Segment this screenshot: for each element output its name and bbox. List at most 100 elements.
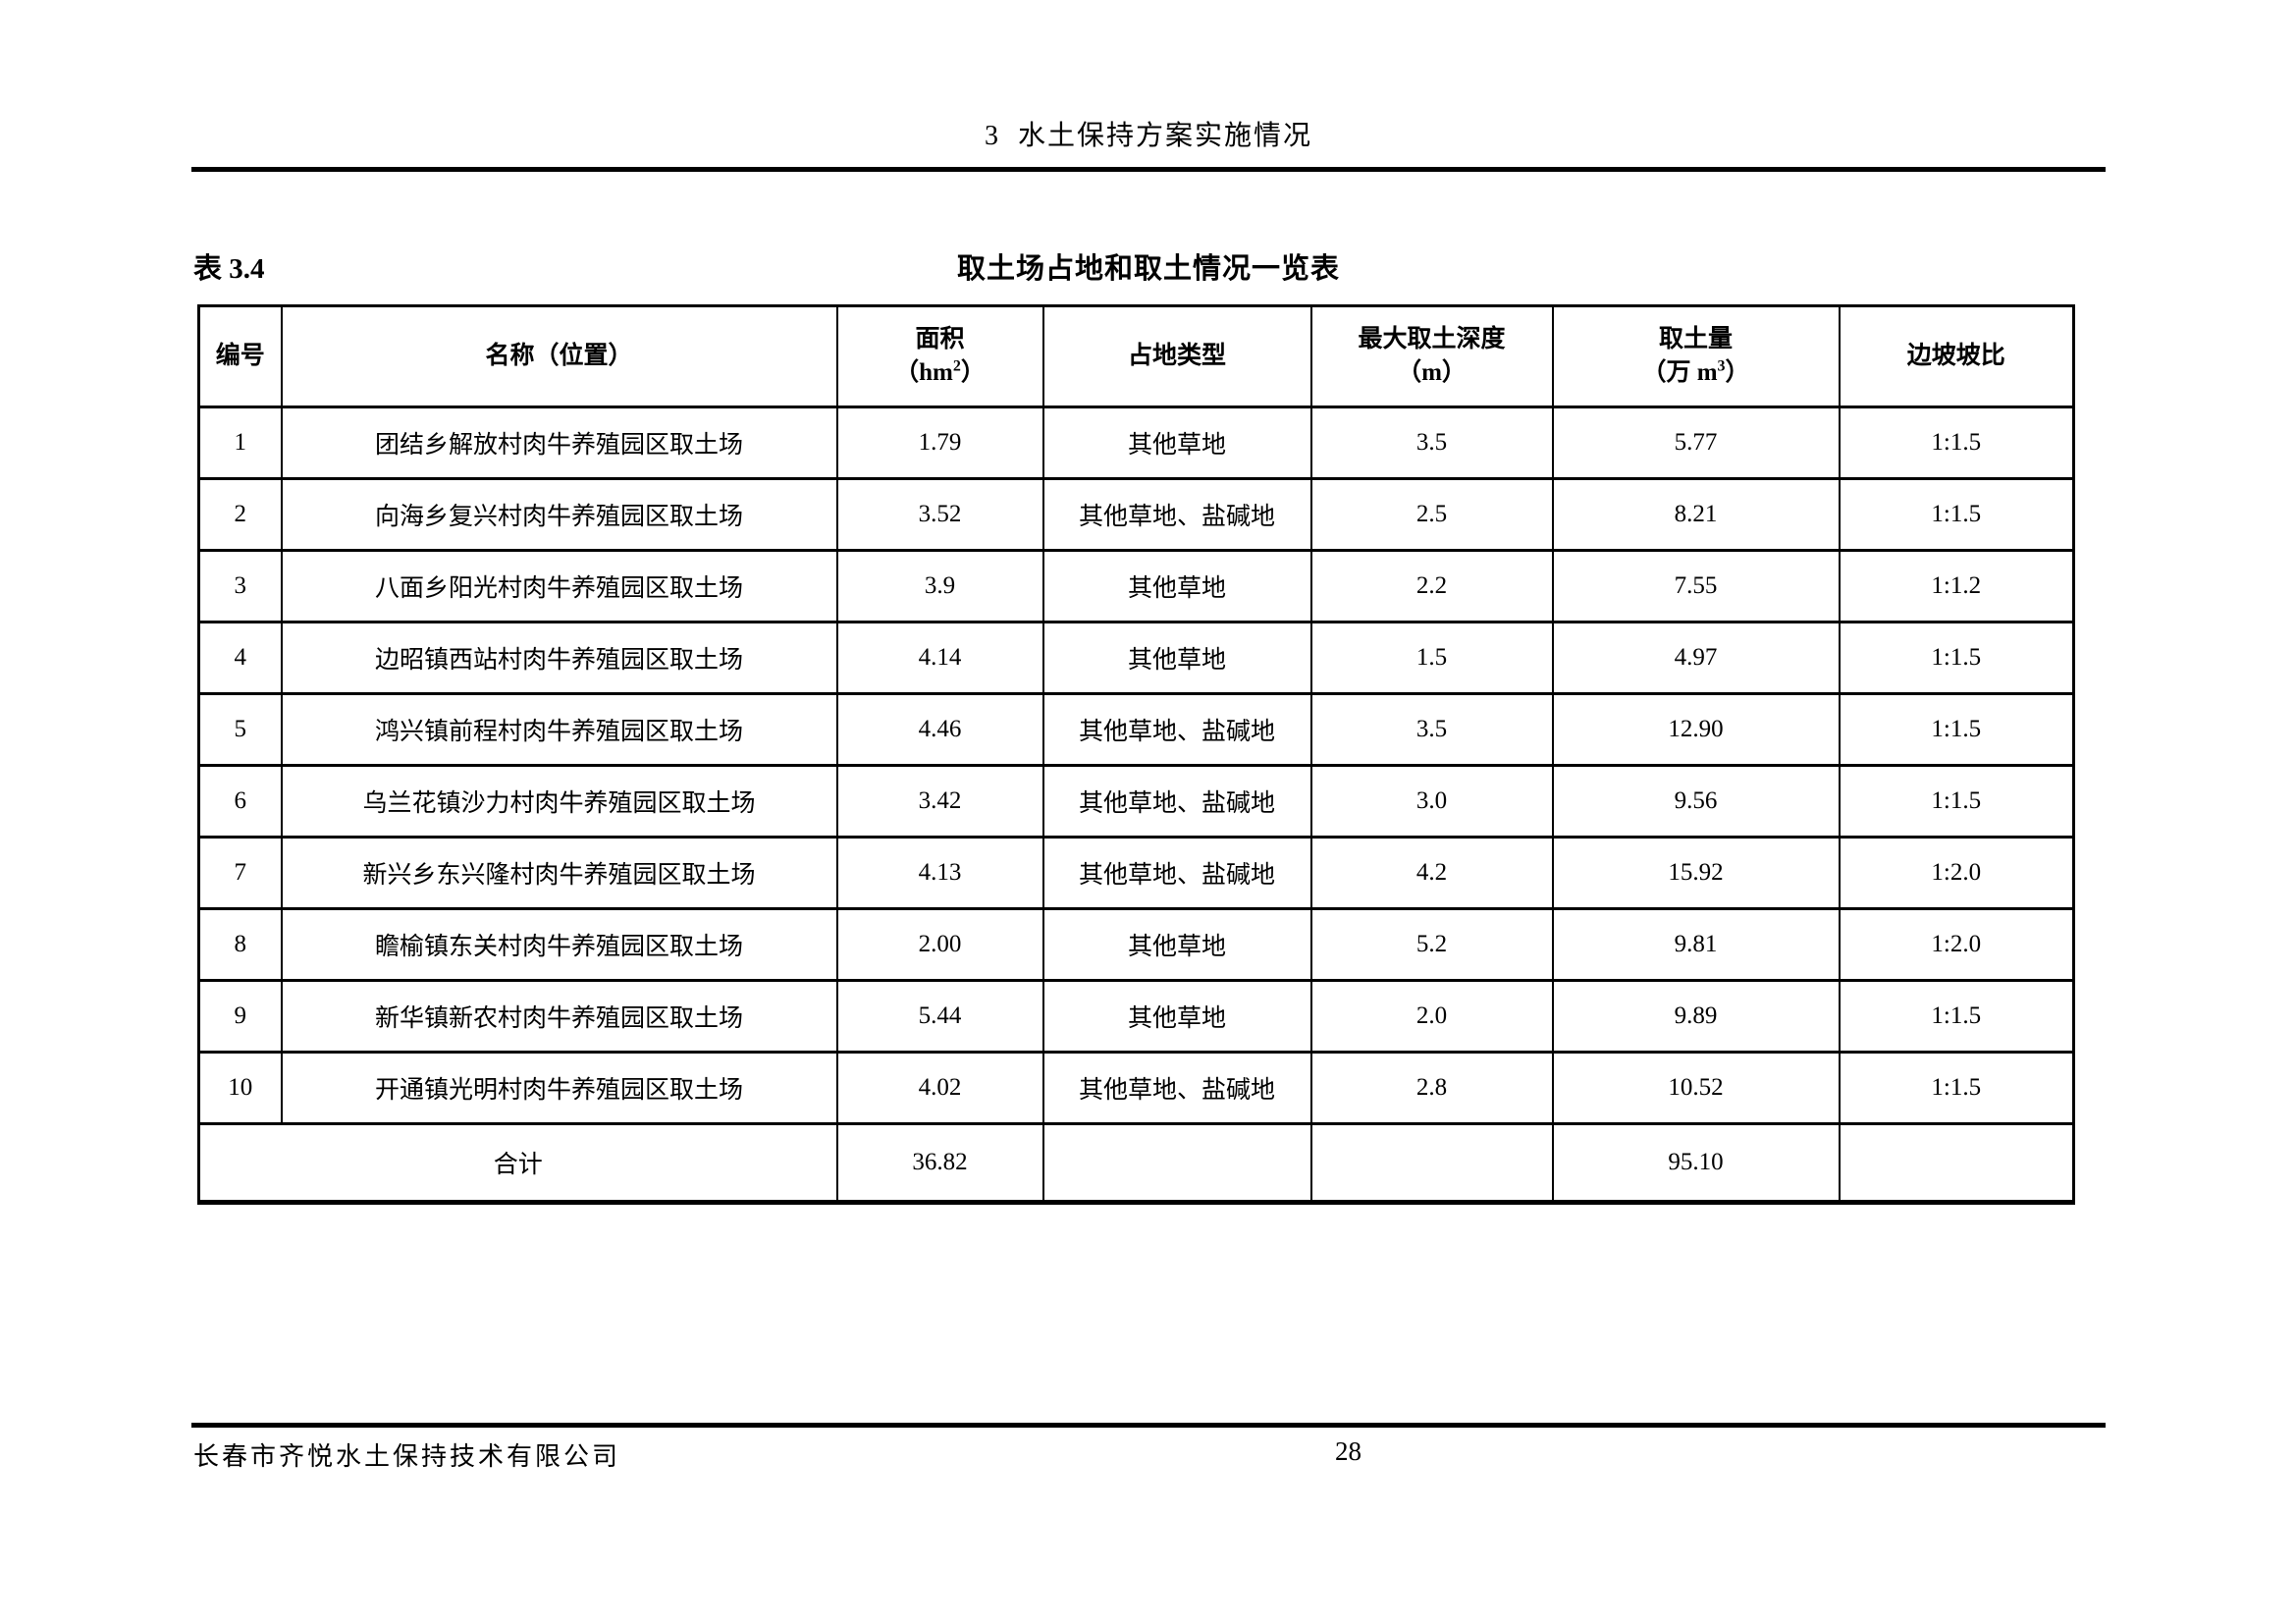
table-cell-depth: 5.2: [1309, 907, 1554, 982]
total-label-cell: 合计: [197, 1122, 838, 1204]
table-cell-depth: 3.5: [1309, 406, 1554, 480]
table-cell-id: 3: [197, 549, 283, 623]
table-cell-area: 3.52: [835, 477, 1044, 552]
table-cell-id: 10: [197, 1051, 283, 1125]
column-header-area: 面积 （hm2）: [835, 304, 1044, 408]
table-cell-area: 1.79: [835, 406, 1044, 480]
footer-company-name: 长春市齐悦水土保持技术有限公司: [193, 1442, 621, 1471]
table-cell-type: 其他草地: [1041, 907, 1312, 982]
table-cell-type: 其他草地: [1041, 549, 1312, 623]
table-cell-type: 其他草地: [1041, 621, 1312, 695]
table-row: 3 八面乡阳光村肉牛养殖园区取土场 3.9 其他草地 2.2 7.55 1:1.2: [197, 549, 2075, 623]
table-cell-slope: 1:1.5: [1838, 764, 2075, 839]
table-row: 2 向海乡复兴村肉牛养殖园区取土场 3.52 其他草地、盐碱地 2.5 8.21 1:1.5: [197, 477, 2075, 552]
table-cell-slope: 1:1.5: [1838, 692, 2075, 767]
total-cell-slope: [1838, 1122, 2075, 1204]
table-title: 取土场占地和取土情况一览表: [956, 253, 1340, 285]
table-cell-depth: 1.5: [1309, 621, 1554, 695]
table-row: 5 鸿兴镇前程村肉牛养殖园区取土场 4.46 其他草地、盐碱地 3.5 12.90 1:1.…: [197, 692, 2075, 767]
table-caption: 表 3.4 取土场占地和取土情况一览表: [191, 245, 2106, 285]
table-cell-slope: 1:1.5: [1838, 406, 2075, 480]
table-cell-depth: 3.5: [1309, 692, 1554, 767]
table-body: 1 团结乡解放村肉牛养殖园区取土场 1.79 其他草地 3.5 5.77 1:1.5 2 向海乡…: [197, 406, 2075, 1204]
table-cell-id: 2: [197, 477, 283, 552]
table-row: 6 乌兰花镇沙力村肉牛养殖园区取土场 3.42 其他草地、盐碱地 3.0 9.56 1:1.…: [197, 764, 2075, 839]
table-cell-name: 瞻榆镇东关村肉牛养殖园区取土场: [280, 907, 838, 982]
table-cell-slope: 1:1.5: [1838, 1051, 2075, 1125]
table-cell-id: 6: [197, 764, 283, 839]
table-cell-volume: 12.90: [1551, 692, 1841, 767]
table-cell-type: 其他草地、盐碱地: [1041, 836, 1312, 910]
table-cell-area: 2.00: [835, 907, 1044, 982]
table-cell-slope: 1:2.0: [1838, 836, 2075, 910]
table-cell-volume: 4.97: [1551, 621, 1841, 695]
table-row: 9 新华镇新农村肉牛养殖园区取土场 5.44 其他草地 2.0 9.89 1:1.5: [197, 979, 2075, 1054]
table-row: 7 新兴乡东兴隆村肉牛养殖园区取土场 4.13 其他草地、盐碱地 4.2 15.92 1:2…: [197, 836, 2075, 910]
table-cell-area: 3.9: [835, 549, 1044, 623]
table-cell-depth: 4.2: [1309, 836, 1554, 910]
table-cell-depth: 3.0: [1309, 764, 1554, 839]
table-cell-type: 其他草地: [1041, 979, 1312, 1054]
table-cell-depth: 2.5: [1309, 477, 1554, 552]
table-total-row: 合计 36.82 95.10: [197, 1122, 2075, 1204]
column-header-depth: 最大取土深度 （m）: [1309, 304, 1554, 408]
total-cell-area: 36.82: [835, 1122, 1044, 1204]
table-cell-volume: 8.21: [1551, 477, 1841, 552]
table-cell-volume: 5.77: [1551, 406, 1841, 480]
table-cell-slope: 1:1.2: [1838, 549, 2075, 623]
footer-rule: [191, 1423, 2106, 1428]
table-header-row: 编号 名称（位置） 面积 （hm2） 占地类型 最大取土深度 （m） 取土量 （万 m3） 边坡坡…: [197, 304, 2075, 408]
table-cell-name: 新华镇新农村肉牛养殖园区取土场: [280, 979, 838, 1054]
chapter-heading: 3 水土保持方案实施情况: [984, 121, 1312, 151]
column-header-name: 名称（位置）: [280, 304, 838, 408]
table-cell-volume: 9.89: [1551, 979, 1841, 1054]
table-row: 4 边昭镇西站村肉牛养殖园区取土场 4.14 其他草地 1.5 4.97 1:1.5: [197, 621, 2075, 695]
total-cell-type: [1041, 1122, 1312, 1204]
table-cell-name: 鸿兴镇前程村肉牛养殖园区取土场: [280, 692, 838, 767]
table-cell-area: 5.44: [835, 979, 1044, 1054]
table-cell-volume: 9.56: [1551, 764, 1841, 839]
table-cell-name: 新兴乡东兴隆村肉牛养殖园区取土场: [280, 836, 838, 910]
table-cell-name: 边昭镇西站村肉牛养殖园区取土场: [280, 621, 838, 695]
table-cell-area: 4.46: [835, 692, 1044, 767]
column-header-slope: 边坡坡比: [1838, 304, 2075, 408]
table-cell-id: 1: [197, 406, 283, 480]
total-cell-volume: 95.10: [1551, 1122, 1841, 1204]
table-cell-area: 4.14: [835, 621, 1044, 695]
table-cell-id: 5: [197, 692, 283, 767]
table-cell-name: 团结乡解放村肉牛养殖园区取土场: [280, 406, 838, 480]
table-cell-id: 9: [197, 979, 283, 1054]
table-number: 表 3.4: [193, 253, 265, 285]
table-cell-slope: 1:2.0: [1838, 907, 2075, 982]
table-row: 1 团结乡解放村肉牛养殖园区取土场 1.79 其他草地 3.5 5.77 1:1.5: [197, 406, 2075, 480]
page-number: 28: [1335, 1436, 1362, 1466]
table-cell-type: 其他草地、盐碱地: [1041, 764, 1312, 839]
table-cell-name: 向海乡复兴村肉牛养殖园区取土场: [280, 477, 838, 552]
table-cell-type: 其他草地、盐碱地: [1041, 692, 1312, 767]
table-cell-depth: 2.2: [1309, 549, 1554, 623]
table-cell-name: 八面乡阳光村肉牛养殖园区取土场: [280, 549, 838, 623]
column-header-volume: 取土量 （万 m3）: [1551, 304, 1841, 408]
table-cell-volume: 7.55: [1551, 549, 1841, 623]
table-cell-volume: 10.52: [1551, 1051, 1841, 1125]
table-cell-slope: 1:1.5: [1838, 621, 2075, 695]
table-cell-volume: 9.81: [1551, 907, 1841, 982]
table-cell-id: 7: [197, 836, 283, 910]
header-rule: [191, 167, 2106, 172]
table-cell-slope: 1:1.5: [1838, 477, 2075, 552]
table-cell-volume: 15.92: [1551, 836, 1841, 910]
table-cell-depth: 2.8: [1309, 1051, 1554, 1125]
table-row: 10 开通镇光明村肉牛养殖园区取土场 4.02 其他草地、盐碱地 2.8 10.52 1:1…: [197, 1051, 2075, 1125]
table-cell-depth: 2.0: [1309, 979, 1554, 1054]
table-cell-type: 其他草地: [1041, 406, 1312, 480]
total-cell-depth: [1309, 1122, 1554, 1204]
table-cell-area: 4.02: [835, 1051, 1044, 1125]
table-cell-type: 其他草地、盐碱地: [1041, 477, 1312, 552]
table-cell-name: 开通镇光明村肉牛养殖园区取土场: [280, 1051, 838, 1125]
table-cell-type: 其他草地、盐碱地: [1041, 1051, 1312, 1125]
table-cell-slope: 1:1.5: [1838, 979, 2075, 1054]
borrow-pit-table: 编号 名称（位置） 面积 （hm2） 占地类型 最大取土深度 （m） 取土量 （万 m3） 边坡坡…: [197, 304, 2075, 1205]
table-cell-id: 8: [197, 907, 283, 982]
table-cell-area: 4.13: [835, 836, 1044, 910]
